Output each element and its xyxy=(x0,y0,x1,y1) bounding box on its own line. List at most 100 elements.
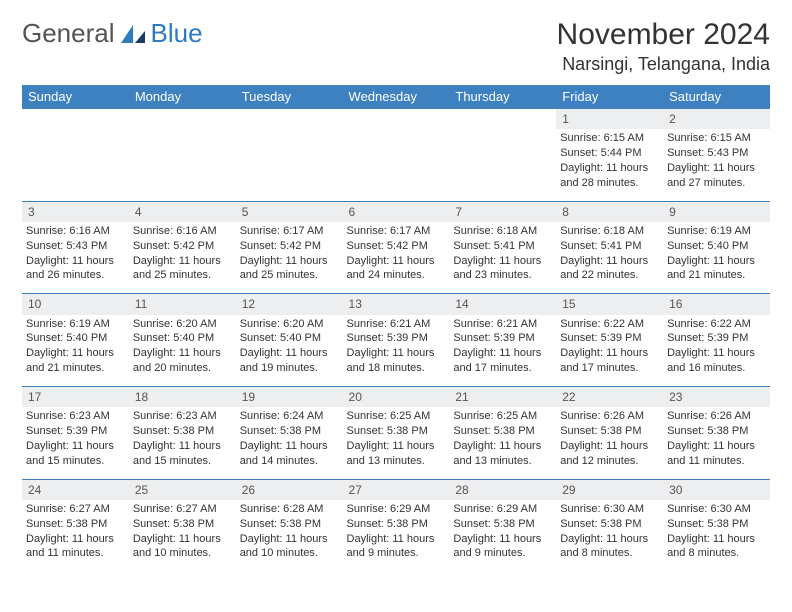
sunset-text: Sunset: 5:41 PM xyxy=(453,239,552,254)
calendar-header-row: SundayMondayTuesdayWednesdayThursdayFrid… xyxy=(22,85,770,109)
day-detail-cell: Sunrise: 6:19 AMSunset: 5:40 PMDaylight:… xyxy=(663,222,770,294)
day-detail-row: Sunrise: 6:19 AMSunset: 5:40 PMDaylight:… xyxy=(22,315,770,387)
daylight-text: Daylight: 11 hours and 20 minutes. xyxy=(133,346,232,376)
day-header: Sunday xyxy=(22,85,129,109)
day-number-cell: 24 xyxy=(22,479,129,500)
daylight-text: Daylight: 11 hours and 8 minutes. xyxy=(667,532,766,562)
sunrise-text: Sunrise: 6:22 AM xyxy=(560,317,659,332)
daylight-text: Daylight: 11 hours and 18 minutes. xyxy=(347,346,446,376)
daylight-text: Daylight: 11 hours and 14 minutes. xyxy=(240,439,339,469)
daylight-text: Daylight: 11 hours and 9 minutes. xyxy=(453,532,552,562)
day-number-cell: 1 xyxy=(556,109,663,130)
day-detail-cell xyxy=(22,129,129,201)
sunset-text: Sunset: 5:42 PM xyxy=(240,239,339,254)
day-number-cell: 2 xyxy=(663,109,770,130)
sunrise-text: Sunrise: 6:27 AM xyxy=(26,502,125,517)
sunrise-text: Sunrise: 6:17 AM xyxy=(240,224,339,239)
day-number-cell: 18 xyxy=(129,387,236,408)
day-detail-row: Sunrise: 6:23 AMSunset: 5:39 PMDaylight:… xyxy=(22,407,770,479)
day-detail-cell: Sunrise: 6:16 AMSunset: 5:42 PMDaylight:… xyxy=(129,222,236,294)
day-number-cell xyxy=(449,109,556,130)
month-title: November 2024 xyxy=(557,18,770,52)
daylight-text: Daylight: 11 hours and 25 minutes. xyxy=(240,254,339,284)
sunrise-text: Sunrise: 6:17 AM xyxy=(347,224,446,239)
daylight-text: Daylight: 11 hours and 8 minutes. xyxy=(560,532,659,562)
sunset-text: Sunset: 5:39 PM xyxy=(453,331,552,346)
sunset-text: Sunset: 5:38 PM xyxy=(453,517,552,532)
day-number-cell: 14 xyxy=(449,294,556,315)
sunset-text: Sunset: 5:38 PM xyxy=(240,517,339,532)
daylight-text: Daylight: 11 hours and 19 minutes. xyxy=(240,346,339,376)
day-detail-cell: Sunrise: 6:20 AMSunset: 5:40 PMDaylight:… xyxy=(129,315,236,387)
day-detail-cell: Sunrise: 6:26 AMSunset: 5:38 PMDaylight:… xyxy=(556,407,663,479)
sunset-text: Sunset: 5:38 PM xyxy=(560,424,659,439)
day-header: Monday xyxy=(129,85,236,109)
sunset-text: Sunset: 5:38 PM xyxy=(133,517,232,532)
calendar-page: General Blue November 2024 Narsingi, Tel… xyxy=(0,0,792,590)
day-number-cell: 15 xyxy=(556,294,663,315)
sunset-text: Sunset: 5:40 PM xyxy=(26,331,125,346)
day-number-cell: 7 xyxy=(449,201,556,222)
day-detail-cell: Sunrise: 6:23 AMSunset: 5:39 PMDaylight:… xyxy=(22,407,129,479)
sunset-text: Sunset: 5:38 PM xyxy=(560,517,659,532)
sunrise-text: Sunrise: 6:30 AM xyxy=(667,502,766,517)
sunrise-text: Sunrise: 6:25 AM xyxy=(347,409,446,424)
day-number-cell: 9 xyxy=(663,201,770,222)
sunrise-text: Sunrise: 6:21 AM xyxy=(453,317,552,332)
location-text: Narsingi, Telangana, India xyxy=(557,54,770,75)
day-detail-cell: Sunrise: 6:29 AMSunset: 5:38 PMDaylight:… xyxy=(449,500,556,572)
day-header: Wednesday xyxy=(343,85,450,109)
brand-logo: General Blue xyxy=(22,18,203,49)
title-block: November 2024 Narsingi, Telangana, India xyxy=(557,18,770,75)
daylight-text: Daylight: 11 hours and 11 minutes. xyxy=(667,439,766,469)
calendar-table: SundayMondayTuesdayWednesdayThursdayFrid… xyxy=(22,85,770,572)
day-detail-cell: Sunrise: 6:20 AMSunset: 5:40 PMDaylight:… xyxy=(236,315,343,387)
day-detail-cell: Sunrise: 6:27 AMSunset: 5:38 PMDaylight:… xyxy=(22,500,129,572)
day-detail-cell xyxy=(449,129,556,201)
daylight-text: Daylight: 11 hours and 24 minutes. xyxy=(347,254,446,284)
daylight-text: Daylight: 11 hours and 27 minutes. xyxy=(667,161,766,191)
day-number-cell: 25 xyxy=(129,479,236,500)
sunset-text: Sunset: 5:40 PM xyxy=(667,239,766,254)
day-number-row: 3456789 xyxy=(22,201,770,222)
sunrise-text: Sunrise: 6:16 AM xyxy=(133,224,232,239)
day-number-cell: 20 xyxy=(343,387,450,408)
daylight-text: Daylight: 11 hours and 11 minutes. xyxy=(26,532,125,562)
sunrise-text: Sunrise: 6:19 AM xyxy=(26,317,125,332)
day-detail-cell xyxy=(236,129,343,201)
sunrise-text: Sunrise: 6:15 AM xyxy=(667,131,766,146)
day-detail-row: Sunrise: 6:16 AMSunset: 5:43 PMDaylight:… xyxy=(22,222,770,294)
day-number-cell: 11 xyxy=(129,294,236,315)
day-detail-cell: Sunrise: 6:19 AMSunset: 5:40 PMDaylight:… xyxy=(22,315,129,387)
sunset-text: Sunset: 5:38 PM xyxy=(453,424,552,439)
day-detail-cell: Sunrise: 6:17 AMSunset: 5:42 PMDaylight:… xyxy=(343,222,450,294)
day-detail-cell: Sunrise: 6:22 AMSunset: 5:39 PMDaylight:… xyxy=(663,315,770,387)
daylight-text: Daylight: 11 hours and 26 minutes. xyxy=(26,254,125,284)
day-detail-cell: Sunrise: 6:21 AMSunset: 5:39 PMDaylight:… xyxy=(343,315,450,387)
sunrise-text: Sunrise: 6:27 AM xyxy=(133,502,232,517)
brand-text-part2: Blue xyxy=(151,18,203,49)
sunset-text: Sunset: 5:38 PM xyxy=(667,424,766,439)
daylight-text: Daylight: 11 hours and 12 minutes. xyxy=(560,439,659,469)
sunset-text: Sunset: 5:39 PM xyxy=(347,331,446,346)
sunset-text: Sunset: 5:40 PM xyxy=(240,331,339,346)
day-number-cell: 22 xyxy=(556,387,663,408)
day-number-cell xyxy=(236,109,343,130)
sunrise-text: Sunrise: 6:28 AM xyxy=(240,502,339,517)
sunrise-text: Sunrise: 6:30 AM xyxy=(560,502,659,517)
daylight-text: Daylight: 11 hours and 23 minutes. xyxy=(453,254,552,284)
daylight-text: Daylight: 11 hours and 15 minutes. xyxy=(133,439,232,469)
sunrise-text: Sunrise: 6:26 AM xyxy=(560,409,659,424)
daylight-text: Daylight: 11 hours and 15 minutes. xyxy=(26,439,125,469)
sunset-text: Sunset: 5:39 PM xyxy=(667,331,766,346)
day-number-cell: 23 xyxy=(663,387,770,408)
brand-text-part1: General xyxy=(22,18,115,49)
day-number-cell: 17 xyxy=(22,387,129,408)
sunrise-text: Sunrise: 6:15 AM xyxy=(560,131,659,146)
daylight-text: Daylight: 11 hours and 10 minutes. xyxy=(133,532,232,562)
sunrise-text: Sunrise: 6:20 AM xyxy=(133,317,232,332)
day-number-cell: 8 xyxy=(556,201,663,222)
day-number-cell: 28 xyxy=(449,479,556,500)
day-detail-row: Sunrise: 6:27 AMSunset: 5:38 PMDaylight:… xyxy=(22,500,770,572)
day-header: Tuesday xyxy=(236,85,343,109)
